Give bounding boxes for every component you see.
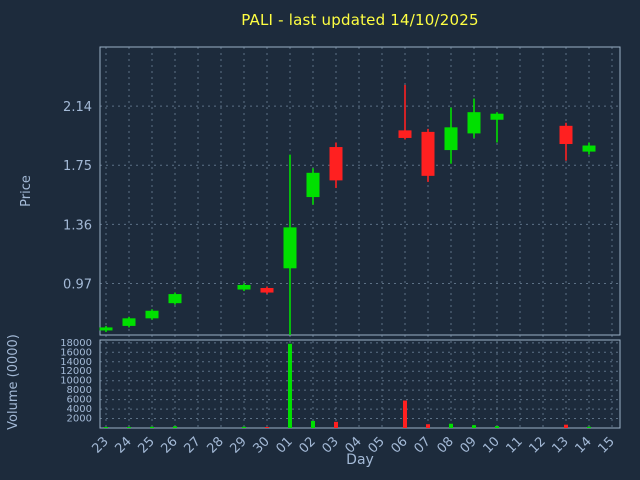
volume-bar bbox=[311, 420, 315, 428]
volume-bar bbox=[564, 424, 568, 428]
volume-tick-label: 18000 bbox=[60, 338, 92, 349]
volume-bar bbox=[150, 426, 154, 428]
volume-tick-label: 16000 bbox=[60, 347, 92, 358]
chart-title: PALI - last updated 14/10/2025 bbox=[241, 11, 479, 29]
price-tick-label: 1.75 bbox=[63, 159, 92, 174]
volume-tick-label: 8000 bbox=[67, 385, 92, 396]
candle-body bbox=[490, 113, 504, 120]
volume-bar bbox=[127, 427, 131, 428]
volume-tick-label: 12000 bbox=[60, 366, 92, 377]
volume-tick-label: 10000 bbox=[60, 376, 92, 387]
candle-body bbox=[582, 145, 596, 152]
candle-body bbox=[559, 125, 573, 145]
candle-body bbox=[99, 327, 113, 331]
volume-tick-label: 6000 bbox=[67, 395, 92, 406]
candle-body bbox=[398, 130, 412, 138]
candle-body bbox=[237, 284, 251, 290]
volume-tick-label: 2000 bbox=[67, 414, 92, 425]
volume-bar bbox=[173, 426, 177, 428]
candle-body bbox=[122, 318, 136, 326]
candle-body bbox=[260, 288, 274, 293]
volume-bar bbox=[403, 400, 407, 428]
candle-body bbox=[329, 147, 343, 181]
volume-bar bbox=[587, 426, 591, 428]
volume-bar bbox=[426, 424, 430, 428]
volume-bar bbox=[495, 426, 499, 428]
volume-bar bbox=[242, 426, 246, 428]
volume-bar bbox=[472, 425, 476, 428]
candle-body bbox=[306, 172, 320, 198]
volume-bar bbox=[334, 421, 338, 428]
price-panel-frame bbox=[99, 46, 621, 336]
volume-panel-frame bbox=[99, 339, 621, 429]
volume-bar bbox=[288, 343, 292, 428]
volume-bar bbox=[265, 427, 269, 428]
candle-body bbox=[444, 127, 458, 151]
volume-tick-label: 4000 bbox=[67, 404, 92, 415]
candle-body bbox=[283, 227, 297, 269]
volume-bar bbox=[449, 423, 453, 428]
volume-tick-label: 14000 bbox=[60, 357, 92, 368]
candle-body bbox=[467, 112, 481, 134]
day-axis-label: Day bbox=[346, 452, 374, 468]
price-tick-label: 2.14 bbox=[63, 100, 92, 115]
volume-bar bbox=[104, 427, 108, 428]
candle-body bbox=[168, 294, 182, 304]
price-tick-label: 1.36 bbox=[63, 218, 92, 233]
candle-body bbox=[145, 310, 159, 319]
candle-body bbox=[421, 131, 435, 176]
price-tick-label: 0.97 bbox=[63, 277, 92, 292]
